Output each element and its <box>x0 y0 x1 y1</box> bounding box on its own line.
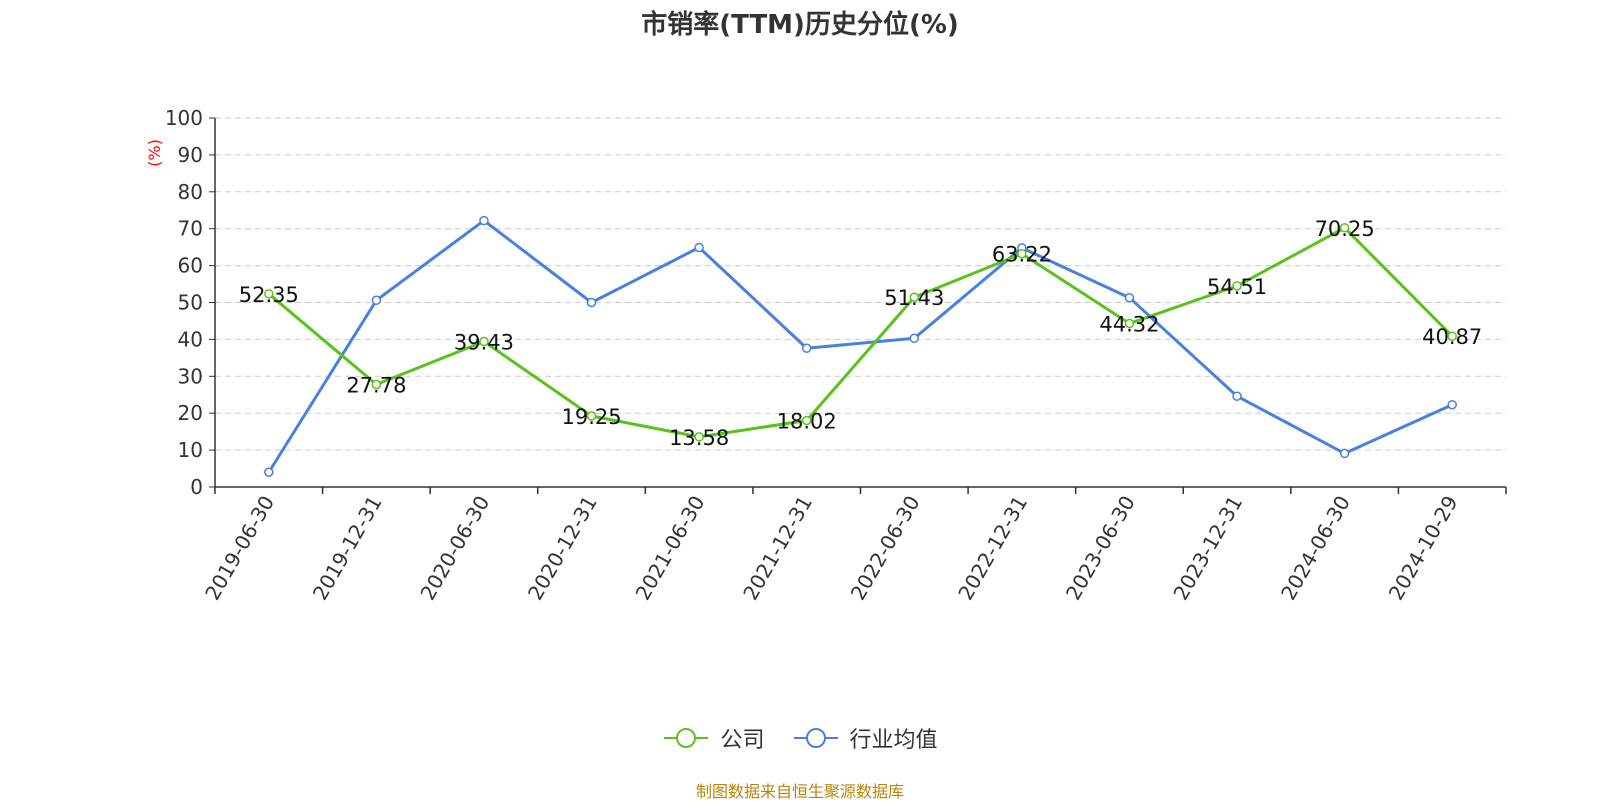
data-point[interactable] <box>479 336 489 347</box>
series-line-company <box>267 226 1454 439</box>
x-tick-label: 2021-06-30 <box>631 492 710 605</box>
y-tick-label: 20 <box>178 401 203 425</box>
data-label: 51.43 <box>884 286 944 310</box>
y-axis-label: (%) <box>145 139 164 167</box>
data-label: 18.02 <box>777 410 837 434</box>
legend-item-company[interactable]: 公司 <box>662 722 765 754</box>
y-tick-label: 50 <box>178 291 203 315</box>
legend-item-industry[interactable]: 行业均值 <box>792 722 938 754</box>
data-labels: 52.35 27.78 39.43 19.25 13.58 18.02 51.43 63.22… <box>239 217 1483 450</box>
data-label: 39.43 <box>454 331 514 355</box>
data-point[interactable] <box>1447 399 1457 410</box>
data-point[interactable] <box>1339 223 1350 233</box>
legend-line-marker-industry <box>793 728 838 748</box>
x-tick-label: 2021-12-31 <box>738 492 817 605</box>
data-point[interactable] <box>264 289 274 299</box>
data-point[interactable] <box>801 343 812 354</box>
data-point[interactable] <box>1124 292 1135 303</box>
y-tick-label: 80 <box>178 180 203 204</box>
y-tick-label: 30 <box>178 364 203 388</box>
data-label: 52.35 <box>239 283 299 307</box>
x-tick-label: 2022-12-31 <box>953 492 1032 605</box>
x-tick-label: 2020-12-31 <box>523 492 602 605</box>
data-point[interactable] <box>801 415 812 426</box>
data-point[interactable] <box>1017 248 1027 259</box>
data-point[interactable] <box>264 467 274 477</box>
data-point[interactable] <box>1339 448 1350 459</box>
data-point[interactable] <box>1232 281 1242 291</box>
y-tick-label: 70 <box>178 217 203 241</box>
series-lines <box>264 215 1457 477</box>
y-tick-label: 10 <box>178 438 203 462</box>
data-point[interactable] <box>694 242 704 253</box>
x-tick-label: 2023-12-31 <box>1168 492 1247 605</box>
chart-title: 市销率(TTM)历史分位(%) <box>641 10 959 40</box>
data-label: 40.87 <box>1422 325 1482 349</box>
data-point[interactable] <box>1124 318 1135 329</box>
x-tick-label: 2019-12-31 <box>308 492 387 605</box>
data-point[interactable] <box>371 379 382 390</box>
data-point[interactable] <box>909 292 920 302</box>
data-point[interactable] <box>909 333 920 344</box>
x-tick-label: 2024-10-29 <box>1384 492 1463 605</box>
x-tick-label: 2020-06-30 <box>415 492 494 605</box>
data-point[interactable] <box>1447 331 1457 341</box>
x-tick-label: 2023-06-30 <box>1061 492 1140 605</box>
y-tick-label: 0 <box>190 475 203 499</box>
y-tick-label: 60 <box>178 254 203 278</box>
legend-label-company: 公司 <box>720 728 765 753</box>
x-tick-label: 2024-06-30 <box>1276 492 1355 605</box>
data-label: 19.25 <box>561 405 621 429</box>
data-label: 70.25 <box>1315 217 1375 241</box>
data-label: 13.58 <box>669 426 729 450</box>
series-line-industry <box>267 219 1453 474</box>
data-point[interactable] <box>586 297 597 308</box>
data-point[interactable] <box>1232 391 1242 401</box>
legend-label-industry: 行业均值 <box>849 728 938 753</box>
y-tick-label: 100 <box>165 106 203 130</box>
axis-ticks: 0 10 20 30 40 50 60 70 80 90 100 2019-06-30 2019-12-… <box>165 106 1507 605</box>
data-label: 44.32 <box>1099 312 1159 336</box>
data-point[interactable] <box>479 215 489 226</box>
y-tick-label: 90 <box>178 143 203 167</box>
data-point[interactable] <box>371 295 382 306</box>
x-tick-label: 2019-06-30 <box>200 492 279 605</box>
data-label: 54.51 <box>1207 275 1267 299</box>
legend-line-marker-company <box>664 728 709 748</box>
grid-lines <box>215 117 1506 451</box>
y-tick-label: 40 <box>178 327 203 351</box>
x-tick-label: 2022-06-30 <box>846 492 925 605</box>
legend: 公司 行业均值 <box>0 722 1600 756</box>
data-label: 27.78 <box>346 373 406 397</box>
data-point[interactable] <box>586 411 597 421</box>
data-point[interactable] <box>694 432 704 442</box>
data-label: 63.22 <box>992 243 1052 267</box>
source-note: 制图数据来自恒生聚源数据库 <box>695 782 904 801</box>
